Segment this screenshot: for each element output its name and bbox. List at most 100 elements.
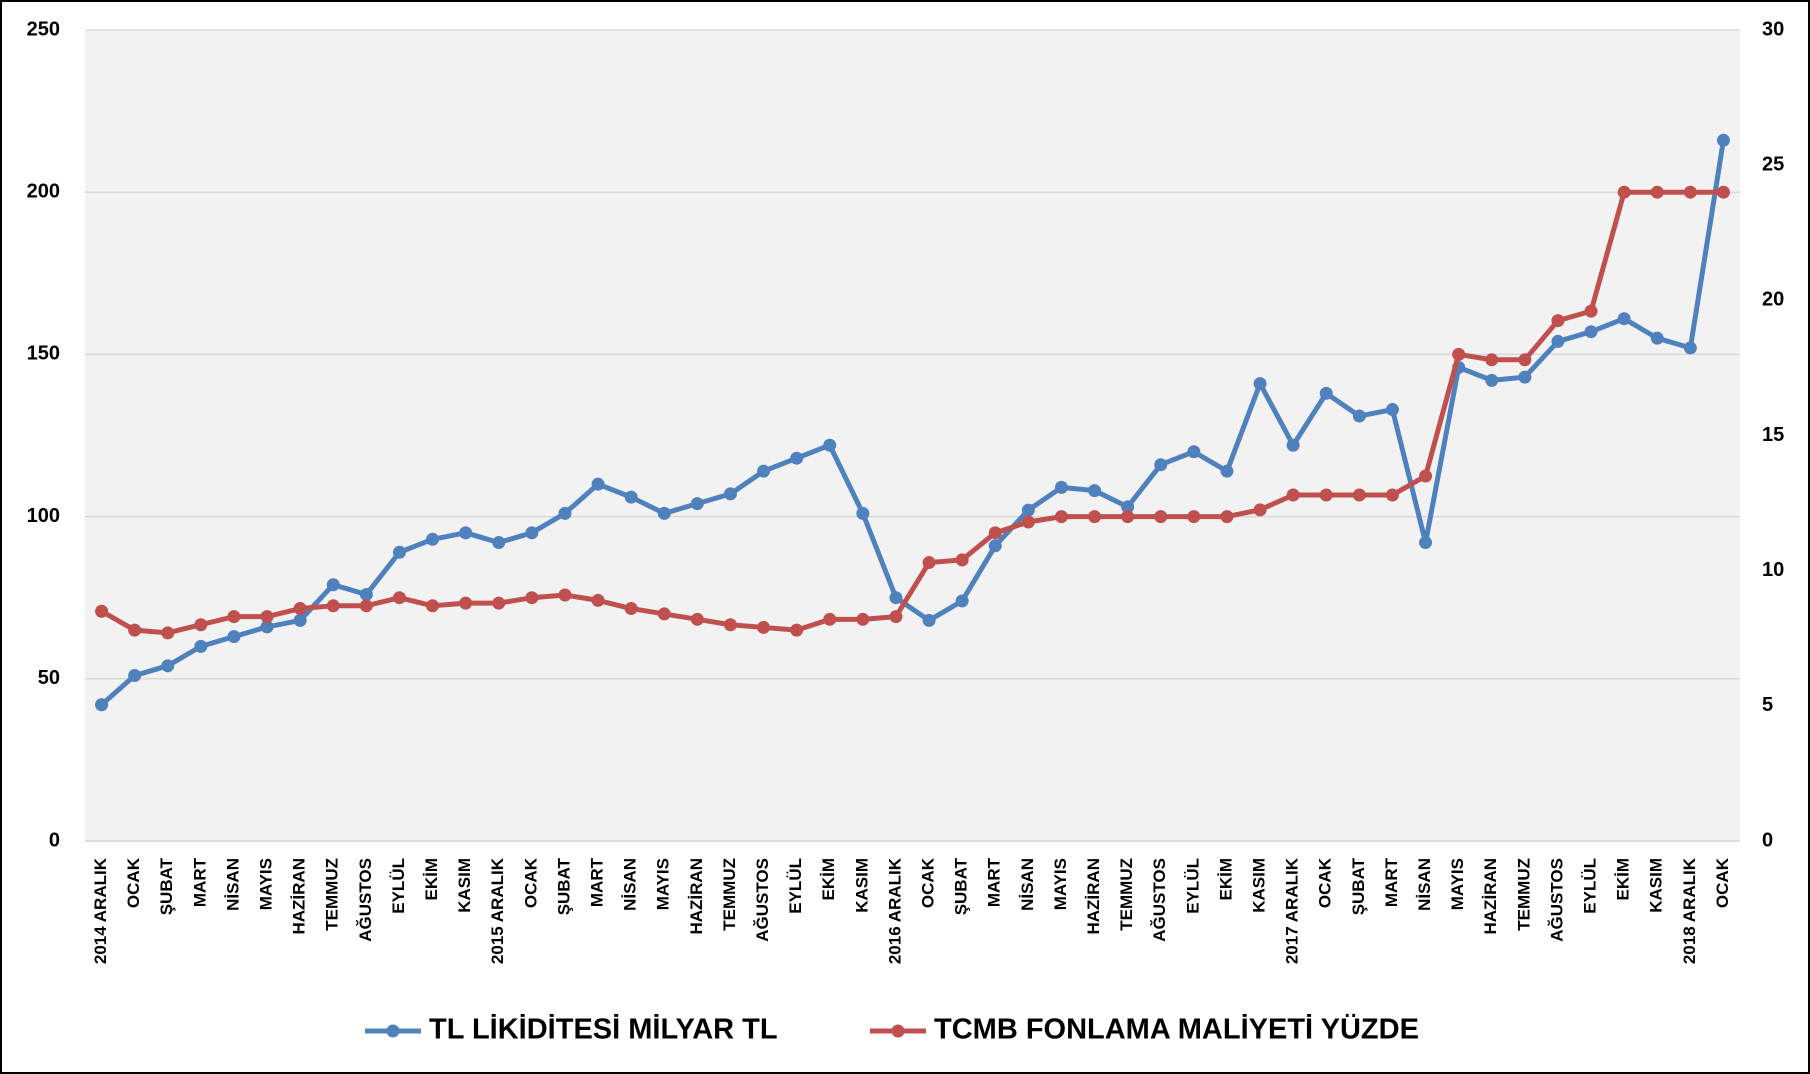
point	[1485, 353, 1499, 367]
point	[1551, 314, 1565, 328]
point	[790, 451, 804, 465]
x-tick-label: HAZİRAN	[290, 858, 309, 935]
x-tick-label: MART	[985, 857, 1004, 907]
x-tick-label: 2016 ARALIK	[885, 857, 904, 964]
y-tick-label: 100	[27, 505, 60, 527]
y2-tick-label: 20	[1762, 289, 1784, 311]
y-tick-label: 50	[38, 667, 60, 689]
x-tick-label: HAZİRAN	[1084, 858, 1103, 935]
y2-tick-label: 30	[1762, 18, 1784, 40]
x-tick-label: OCAK	[521, 857, 540, 908]
point	[624, 602, 638, 616]
point	[889, 610, 903, 624]
plot-area	[85, 30, 1740, 841]
legend-label: TL LİKİDİTESİ MİLYAR TL	[429, 1014, 778, 1046]
point	[1220, 464, 1234, 478]
x-tick-label: EKİM	[1614, 858, 1633, 901]
point	[856, 612, 870, 626]
x-tick-label: OCAK	[1713, 857, 1732, 908]
x-tick-label: KASIM	[852, 858, 871, 913]
point	[1385, 403, 1399, 417]
point	[525, 591, 539, 605]
point	[1452, 347, 1466, 361]
x-tick-label: 2017 ARALIK	[1283, 857, 1302, 964]
y2-tick-label: 5	[1762, 694, 1773, 716]
x-tick-label: NİSAN	[1018, 858, 1037, 911]
point	[955, 594, 969, 608]
point	[1121, 500, 1135, 514]
point	[823, 612, 837, 626]
point	[359, 587, 373, 601]
point	[1617, 312, 1631, 326]
point	[823, 438, 837, 452]
point	[1021, 503, 1035, 517]
point	[492, 536, 506, 550]
x-tick-label: ŞUBAT	[554, 857, 573, 915]
point	[757, 464, 771, 478]
x-tick-label: KASIM	[1647, 858, 1666, 913]
point	[260, 610, 274, 624]
x-tick-label: ŞUBAT	[952, 857, 971, 915]
point	[624, 490, 638, 504]
y2-tick-label: 25	[1762, 153, 1784, 175]
legend-marker	[386, 1024, 400, 1038]
point	[1253, 377, 1267, 391]
y-tick-label: 0	[49, 829, 60, 851]
point	[558, 506, 572, 520]
point	[128, 669, 142, 683]
x-tick-label: MAYIS	[257, 858, 276, 910]
x-tick-label: OCAK	[1316, 857, 1335, 908]
point	[459, 596, 473, 610]
point	[1683, 185, 1697, 199]
point	[1187, 445, 1201, 459]
point	[1154, 458, 1168, 472]
point	[392, 545, 406, 559]
point	[657, 506, 671, 520]
x-tick-label: EYLÜL	[389, 858, 408, 914]
x-tick-label: EKİM	[422, 858, 441, 901]
point	[558, 588, 572, 602]
point	[591, 593, 605, 607]
x-tick-label: AĞUSTOS	[356, 858, 375, 942]
point	[1419, 469, 1433, 483]
point	[128, 623, 142, 637]
y2-tick-label: 0	[1762, 829, 1773, 851]
point	[1683, 341, 1697, 355]
point	[95, 604, 109, 618]
point	[1154, 510, 1168, 524]
x-tick-label: EKİM	[1216, 858, 1235, 901]
point	[1220, 510, 1234, 524]
x-tick-label: MART	[190, 857, 209, 907]
point	[1650, 185, 1664, 199]
x-tick-label: ŞUBAT	[1349, 857, 1368, 915]
x-tick-label: OCAK	[919, 857, 938, 908]
x-tick-label: EYLÜL	[1581, 858, 1600, 914]
x-tick-label: NİSAN	[223, 858, 242, 911]
y-tick-label: 200	[27, 180, 60, 202]
point	[194, 639, 208, 653]
x-tick-label: OCAK	[124, 857, 143, 908]
x-tick-label: MART	[1382, 857, 1401, 907]
point	[1286, 488, 1300, 502]
x-tick-label: AĞUSTOS	[1547, 858, 1566, 942]
x-tick-label: 2014 ARALIK	[91, 857, 110, 964]
point	[1352, 409, 1366, 423]
point	[1385, 488, 1399, 502]
legend-label: TCMB FONLAMA MALİYETİ YÜZDE	[934, 1013, 1419, 1046]
point	[657, 607, 671, 621]
point	[723, 618, 737, 632]
point	[392, 591, 406, 605]
point	[1584, 304, 1598, 318]
point	[723, 487, 737, 501]
point	[1088, 484, 1102, 498]
point	[293, 602, 307, 616]
y2-tick-label: 10	[1762, 559, 1784, 581]
point	[889, 591, 903, 605]
point	[1518, 353, 1532, 367]
point	[426, 532, 440, 546]
point	[1021, 515, 1035, 529]
point	[326, 599, 340, 613]
point	[1319, 386, 1333, 400]
x-tick-label: 2018 ARALIK	[1680, 857, 1699, 964]
y-tick-label: 150	[27, 343, 60, 365]
